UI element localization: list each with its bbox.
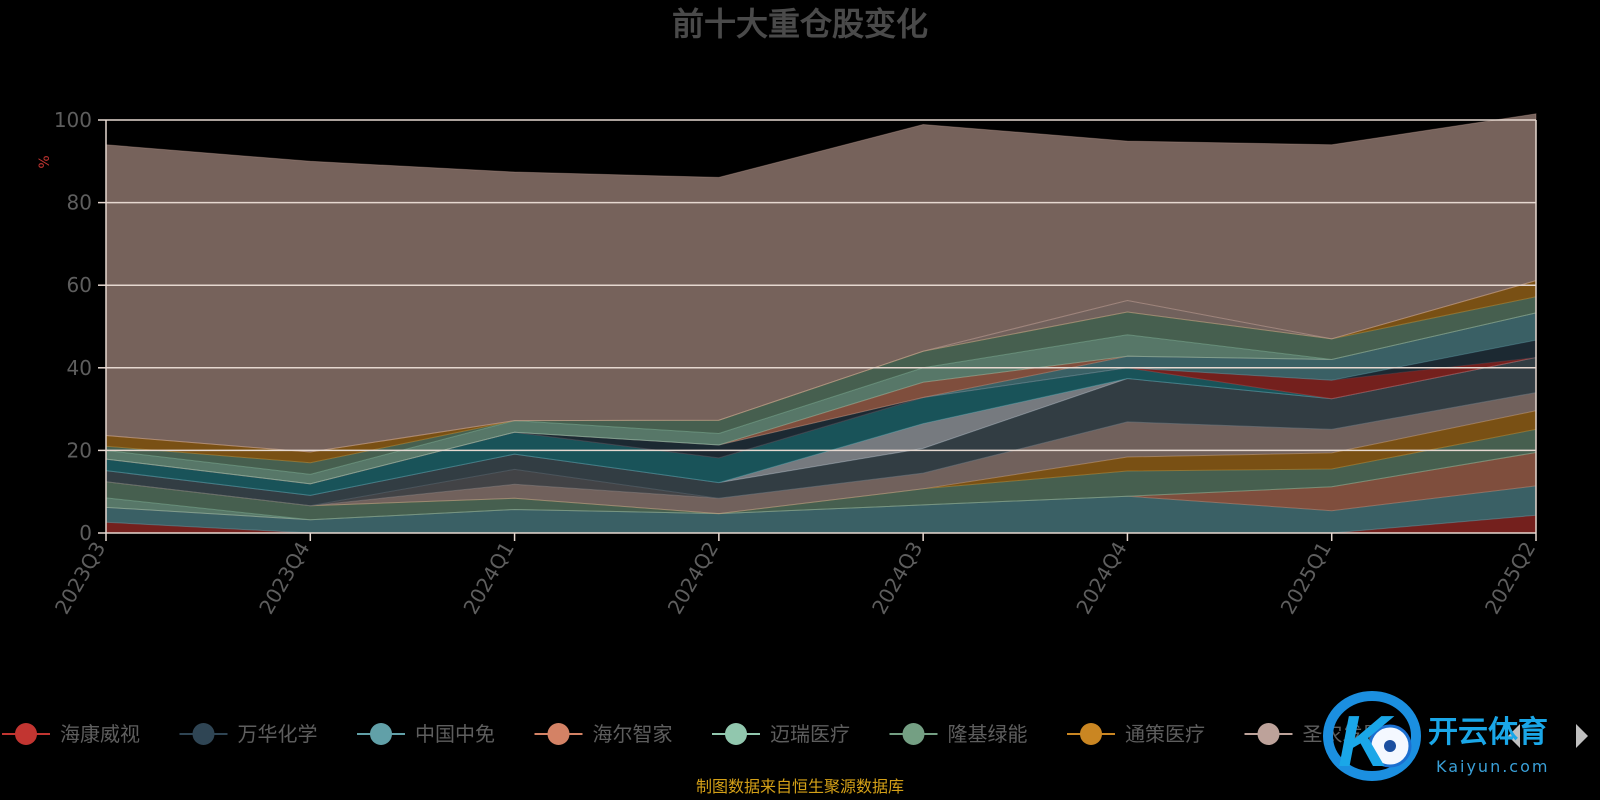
watermark-sub-text: Kaiyun.com — [1436, 757, 1549, 776]
x-axis: 2023Q3 2023Q4 2024Q1 2024Q2 2024Q3 2024Q4 2025… — [50, 533, 1540, 618]
source-note: 制图数据来自恒生聚源数据库 — [696, 777, 904, 796]
y-tick-label: 40 — [67, 356, 92, 380]
legend-label: 迈瑞医疗 — [770, 722, 850, 746]
x-tick-label: 2024Q4 — [1071, 538, 1131, 619]
legend-label: 万华化学 — [238, 722, 318, 746]
legend-item[interactable]: 海康威视 — [2, 722, 140, 746]
legend-item[interactable]: 海尔智家 — [534, 722, 673, 746]
watermark-main-text: 开云体育 — [1428, 715, 1548, 750]
legend-label: 隆基绿能 — [948, 722, 1028, 746]
legend-item[interactable]: 中国中免 — [357, 722, 495, 746]
legend[interactable]: 海康威视 万华化学 中国中免 海尔智家 迈瑞医疗 隆基绿能 通策医疗 圣农发展 — [2, 722, 1383, 746]
y-tick-label: 0 — [79, 521, 92, 545]
y-tick-label: 100 — [54, 108, 92, 132]
chevron-left-icon[interactable] — [1508, 724, 1520, 748]
brand-logo-icon: K — [1323, 691, 1421, 782]
chevron-right-icon[interactable] — [1576, 724, 1588, 748]
legend-circle-marker — [725, 723, 747, 745]
legend-item[interactable]: 万华化学 — [179, 722, 318, 746]
x-tick-label: 2024Q1 — [458, 538, 518, 619]
chart-title: 前十大重仓股变化 — [672, 5, 928, 43]
y-tick-label: 80 — [67, 191, 92, 215]
legend-circle-marker — [370, 723, 392, 745]
legend-circle-marker — [547, 723, 570, 745]
x-tick-label: 2023Q3 — [50, 538, 110, 619]
legend-label: 通策医疗 — [1125, 722, 1205, 746]
legend-item[interactable]: 隆基绿能 — [889, 722, 1028, 746]
legend-label: 海尔智家 — [593, 722, 673, 746]
legend-label: 中国中免 — [415, 722, 495, 746]
grid-lines — [105, 119, 1537, 534]
legend-circle-marker — [902, 723, 925, 745]
x-tick-label: 2025Q2 — [1480, 538, 1540, 619]
area-series-11[interactable] — [105, 356, 1537, 496]
x-tick-label: 2023Q4 — [254, 538, 314, 619]
legend-circle-marker — [192, 723, 215, 745]
x-tick-label: 2025Q1 — [1276, 538, 1336, 619]
y-axis-unit: % — [37, 155, 53, 168]
legend-pager[interactable] — [1508, 724, 1588, 748]
y-tick-label: 20 — [67, 438, 92, 462]
legend-item[interactable]: 迈瑞医疗 — [712, 722, 850, 746]
y-axis: 0 20 40 60 80 100 — [54, 108, 106, 545]
legend-label: 海康威视 — [60, 722, 140, 746]
legend-circle-marker — [1080, 723, 1102, 745]
legend-circle-marker — [15, 723, 37, 745]
y-tick-label: 60 — [67, 273, 92, 297]
watermark: K 开云体育 Kaiyun.com — [1323, 691, 1549, 782]
legend-circle-marker — [1257, 723, 1280, 745]
legend-item[interactable]: 通策医疗 — [1067, 722, 1205, 746]
logo-letter: K — [1338, 702, 1395, 782]
area-series-group — [105, 113, 1537, 534]
x-tick-label: 2024Q2 — [663, 538, 723, 619]
x-tick-label: 2024Q3 — [867, 538, 927, 619]
